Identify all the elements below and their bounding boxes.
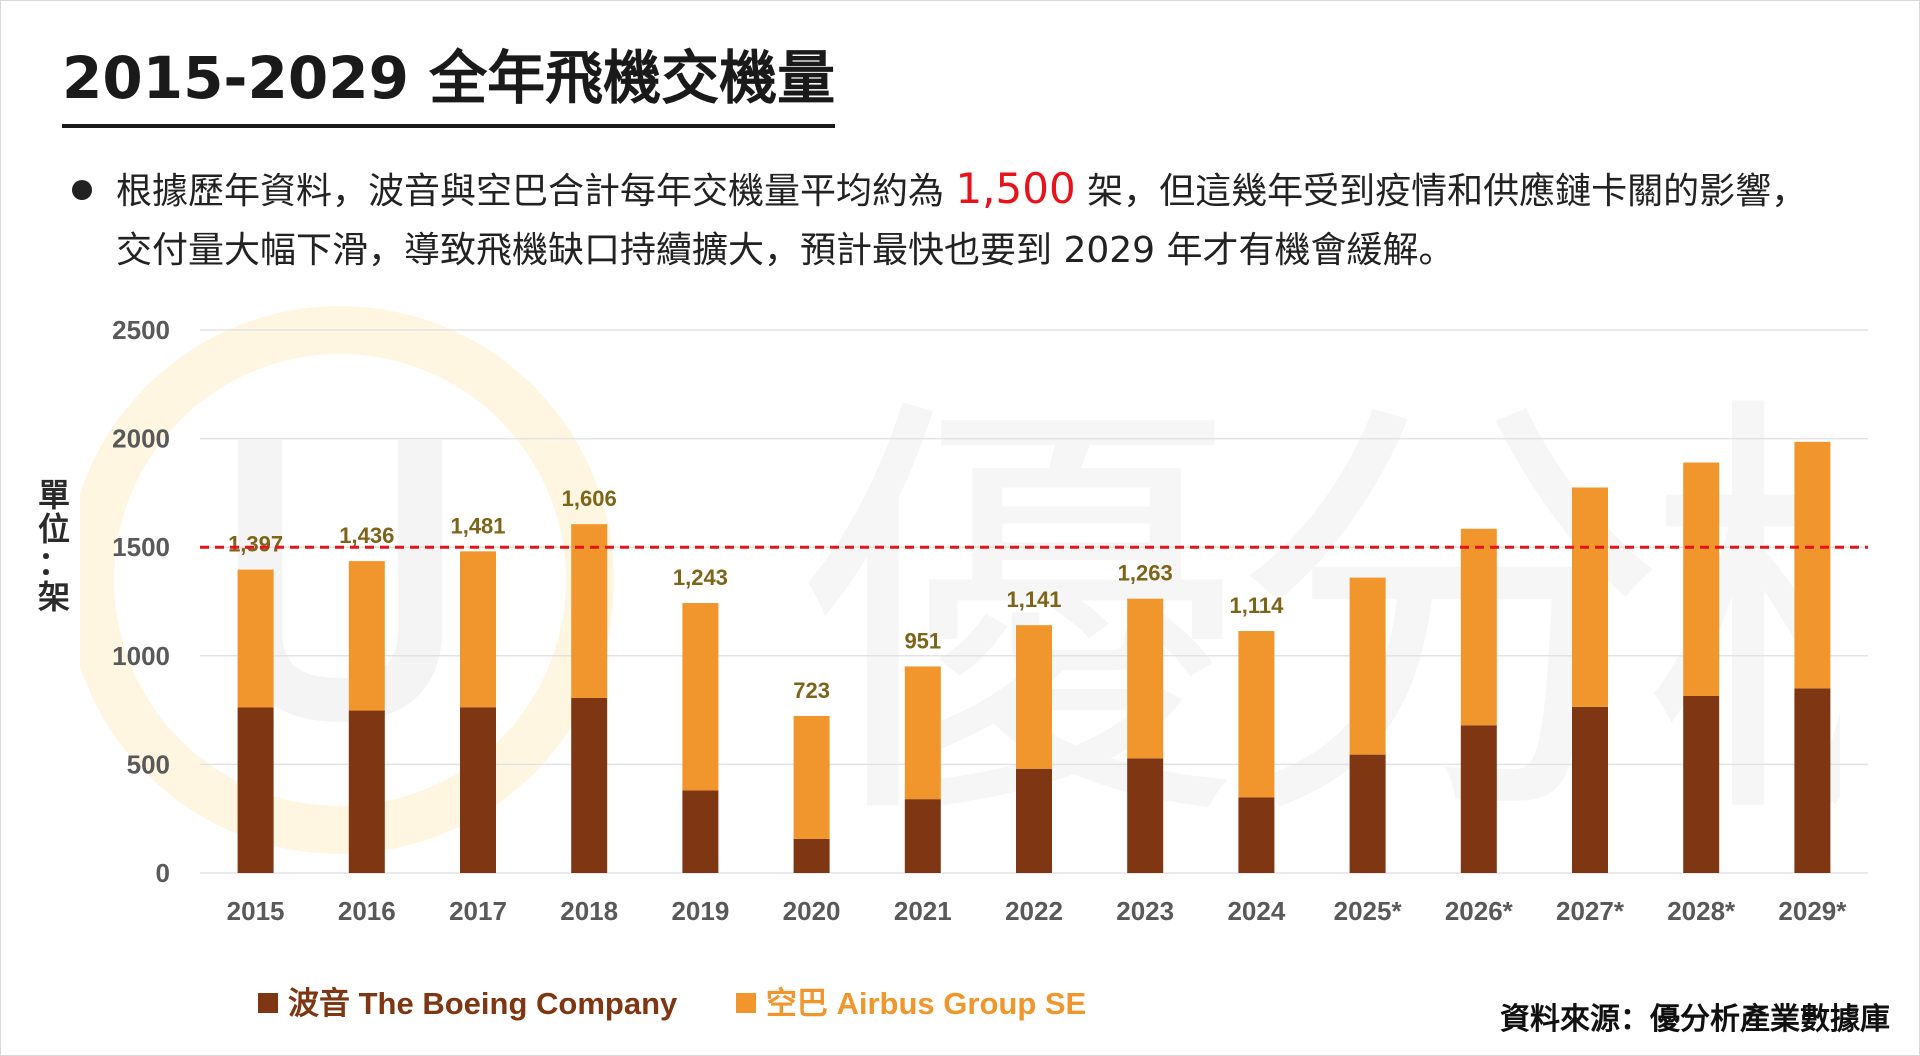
legend-item-boeing: 波音 The Boeing Company xyxy=(258,978,677,1023)
x-tick-label: 2027* xyxy=(1556,896,1625,926)
y-axis-unit-char: ： xyxy=(37,544,70,582)
y-axis-unit-char: 位 xyxy=(37,510,70,548)
bar-airbus xyxy=(1127,598,1164,759)
bar-boeing xyxy=(460,707,496,873)
description-text-after: 架，但這幾年受到疫情和供應鏈卡關的影響， xyxy=(1075,171,1808,212)
description-line-1: 根據歷年資料，波音與空巴合計每年交機量平均約為 1,500 架，但這幾年受到疫情… xyxy=(116,158,1807,223)
bar-boeing xyxy=(1016,768,1052,873)
x-tick-label: 2028* xyxy=(1667,896,1736,926)
x-tick-label: 2023 xyxy=(1116,896,1174,926)
x-tick-label: 2025* xyxy=(1334,896,1403,926)
x-tick-label: 2017 xyxy=(449,896,507,926)
total-data-label: 1,263 xyxy=(1118,561,1173,586)
x-tick-label: 2015 xyxy=(227,896,285,926)
total-data-label: 1,141 xyxy=(1006,587,1061,612)
bar-boeing xyxy=(682,790,719,873)
total-data-label: 1,481 xyxy=(450,513,505,538)
bar-airbus xyxy=(1238,631,1275,798)
x-tick-label: 2026* xyxy=(1445,896,1514,926)
bar-airbus xyxy=(1794,441,1831,689)
x-tick-label: 2022 xyxy=(1005,896,1063,926)
bar-boeing xyxy=(237,707,274,873)
description-line-2: 交付量大幅下滑，導致飛機缺口持續擴大，預計最快也要到 2029 年才有機會緩解。 xyxy=(116,230,1455,271)
y-tick-label: 2500 xyxy=(112,315,170,345)
source-note: 資料來源：優分析產業數據庫 xyxy=(1500,1002,1890,1037)
average-highlight: 1,500 xyxy=(955,164,1076,213)
bar-boeing xyxy=(1683,695,1720,873)
bullet-icon xyxy=(72,180,92,200)
bar-airbus xyxy=(571,524,608,698)
total-data-label: 723 xyxy=(793,678,830,703)
bar-airbus xyxy=(904,666,941,800)
bar-boeing xyxy=(1794,688,1831,873)
total-data-label: 1,114 xyxy=(1229,593,1284,618)
x-tick-label: 2016 xyxy=(338,896,396,926)
x-tick-label: 2024 xyxy=(1227,896,1285,926)
bar-boeing xyxy=(348,710,385,873)
bar-airbus xyxy=(682,603,719,791)
y-tick-label: 2000 xyxy=(112,424,170,454)
y-tick-label: 500 xyxy=(127,749,170,779)
bar-airbus xyxy=(1349,577,1386,755)
x-tick-label: 2021 xyxy=(894,896,952,926)
x-tick-label: 2019 xyxy=(671,896,729,926)
bar-boeing xyxy=(1127,758,1164,873)
legend-label-boeing: 波音 The Boeing Company xyxy=(288,986,678,1021)
legend-item-airbus: 空巴 Airbus Group SE xyxy=(735,978,1087,1023)
total-data-label: 951 xyxy=(904,628,941,653)
bar-airbus xyxy=(1460,528,1497,726)
bar-airbus xyxy=(1016,625,1052,769)
bar-airbus xyxy=(1572,487,1608,707)
total-data-label: 1,436 xyxy=(339,523,394,548)
bar-airbus xyxy=(1683,462,1720,696)
y-tick-label: 1500 xyxy=(112,532,170,562)
bar-boeing xyxy=(1349,754,1386,873)
bar-boeing xyxy=(1238,797,1275,873)
y-axis-unit-char: 單 xyxy=(37,476,70,514)
bar-airbus xyxy=(460,551,496,708)
bar-boeing xyxy=(1460,725,1497,873)
legend-label-airbus: 空巴 Airbus Group SE xyxy=(765,986,1087,1021)
page-title: 2015-2029 全年飛機交機量 xyxy=(62,44,836,128)
bar-airbus xyxy=(793,715,830,839)
total-data-label: 1,397 xyxy=(228,532,283,557)
y-axis-unit: 單位：架 xyxy=(34,478,74,614)
bar-boeing xyxy=(571,697,608,873)
bar-boeing xyxy=(904,799,941,873)
legend: 波音 The Boeing Company 空巴 Airbus Group SE xyxy=(258,978,1136,1023)
bar-airbus xyxy=(237,569,274,708)
total-data-label: 1,606 xyxy=(562,486,617,511)
legend-swatch-boeing xyxy=(258,993,278,1013)
y-tick-label: 1000 xyxy=(112,641,170,671)
x-tick-label: 2029* xyxy=(1778,896,1847,926)
bar-airbus xyxy=(348,561,385,711)
description-text-before: 根據歷年資料，波音與空巴合計每年交機量平均約為 xyxy=(116,171,956,212)
total-data-label: 1,243 xyxy=(673,565,728,590)
legend-swatch-airbus xyxy=(735,993,756,1013)
y-tick-label: 0 xyxy=(156,858,170,888)
bar-boeing xyxy=(1572,706,1608,873)
x-tick-label: 2018 xyxy=(560,896,618,926)
y-axis-unit-char: 架 xyxy=(37,578,70,616)
bar-boeing xyxy=(793,838,830,873)
x-tick-label: 2020 xyxy=(783,896,841,926)
